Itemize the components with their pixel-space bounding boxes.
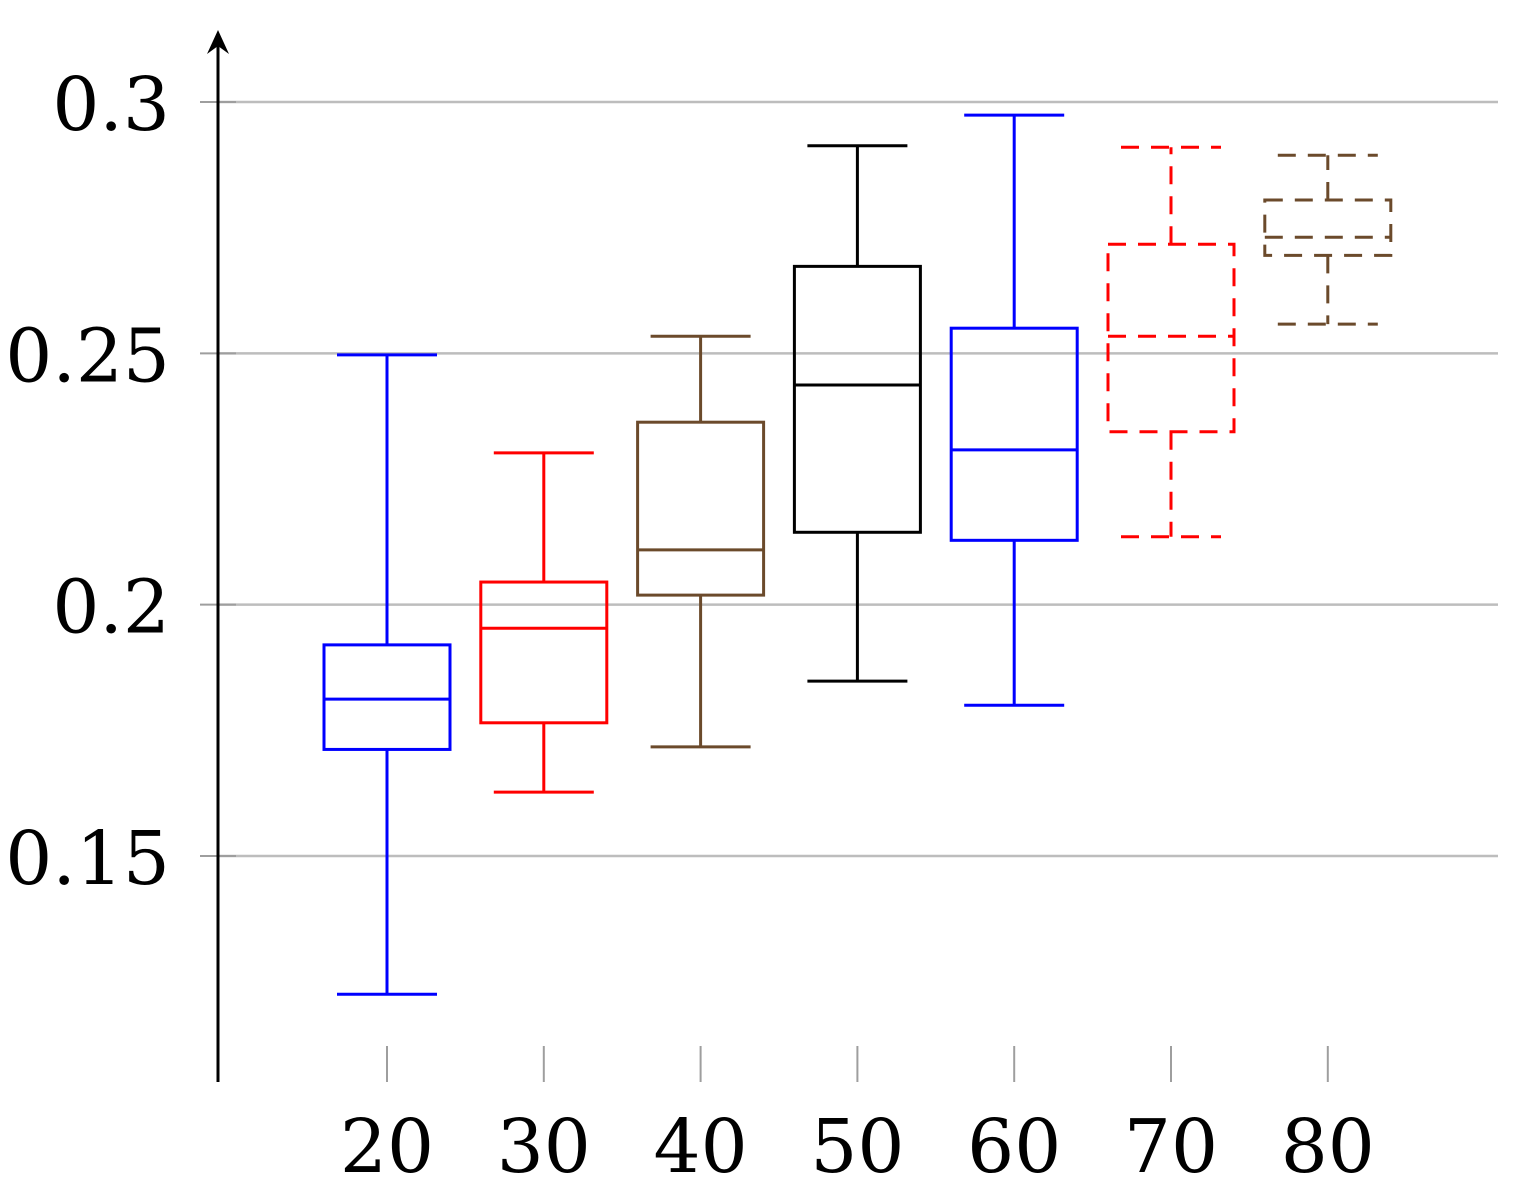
box-20	[322, 353, 452, 996]
boxes	[322, 113, 1393, 996]
x-tick-label: 60	[967, 1104, 1061, 1190]
x-tick-label: 70	[1124, 1104, 1218, 1190]
y-tick-label: 0.2	[52, 565, 170, 651]
x-tick-label: 50	[810, 1104, 904, 1190]
box-iqr	[479, 580, 609, 725]
box-iqr	[1263, 198, 1393, 257]
box-iqr	[636, 420, 766, 597]
box-40	[636, 334, 766, 749]
box-iqr	[792, 264, 922, 534]
y-tick-label: 0.25	[5, 313, 170, 399]
y-tick-label: 0.15	[5, 816, 170, 902]
box-60	[949, 113, 1079, 707]
tick-labels: 0.15 0.2 0.25 0.3 20 30 40 50 60 70 80	[5, 62, 1375, 1190]
box-70	[1106, 145, 1236, 539]
box-iqr	[322, 643, 452, 751]
box-50	[792, 144, 922, 683]
x-tick-label: 40	[654, 1104, 748, 1190]
box-30	[479, 451, 609, 794]
box-iqr	[949, 326, 1079, 542]
box-iqr	[1106, 242, 1236, 434]
box-80	[1263, 153, 1393, 326]
y-axis-arrow-icon	[207, 30, 229, 54]
x-tick-label: 20	[340, 1104, 434, 1190]
x-tick-label: 30	[497, 1104, 591, 1190]
axes	[200, 30, 1329, 1082]
y-tick-label: 0.3	[52, 62, 170, 148]
gridlines	[218, 100, 1498, 858]
x-tick-label: 80	[1281, 1104, 1375, 1190]
